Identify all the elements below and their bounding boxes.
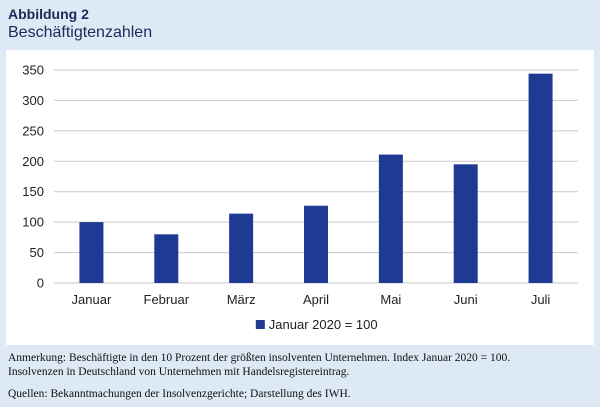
y-tick-label: 200 <box>22 154 44 169</box>
x-tick-label: Februar <box>144 292 190 307</box>
bar <box>528 73 553 283</box>
x-tick-label: April <box>303 292 329 307</box>
x-tick-label: Juli <box>531 292 551 307</box>
bar <box>79 222 104 283</box>
bar <box>453 164 478 283</box>
x-tick-label: Juni <box>454 292 478 307</box>
chart-sources: Quellen: Bekanntmachungen der Insolvenzg… <box>8 388 351 400</box>
chart-panel: 0 50 100 150 200 250 300 350 Januar Februar März Ap… <box>6 50 594 345</box>
bar <box>229 213 254 283</box>
chart-annotation: Anmerkung: Beschäftigte in den 10 Prozen… <box>8 351 594 379</box>
bar <box>304 205 328 283</box>
y-tick-label: 100 <box>22 215 44 230</box>
figure-title: Beschäftigtenzahlen <box>8 24 153 41</box>
bar-chart: 0 50 100 150 200 250 300 350 Januar Februar März Ap… <box>22 63 578 332</box>
annotation-line-1: Anmerkung: Beschäftigte in den 10 Prozen… <box>8 352 511 364</box>
figure-label: Abbildung 2 <box>8 6 89 22</box>
y-tick-label: 300 <box>22 93 44 108</box>
x-tick-label: März <box>227 292 256 307</box>
legend-label: Januar 2020 = 100 <box>269 317 378 332</box>
x-tick-label: Mai <box>380 292 401 307</box>
bar <box>154 234 179 283</box>
annotation-line-2: Insolvenzen in Deutschland von Unternehm… <box>8 366 350 378</box>
y-tick-label: 350 <box>22 63 44 78</box>
y-tick-label: 150 <box>22 184 44 199</box>
y-tick-label: 250 <box>22 123 44 138</box>
bar <box>378 154 403 283</box>
legend-swatch <box>255 320 265 329</box>
x-tick-label: Januar <box>72 292 112 307</box>
y-tick-label: 50 <box>30 245 44 260</box>
y-tick-label: 0 <box>37 276 44 291</box>
